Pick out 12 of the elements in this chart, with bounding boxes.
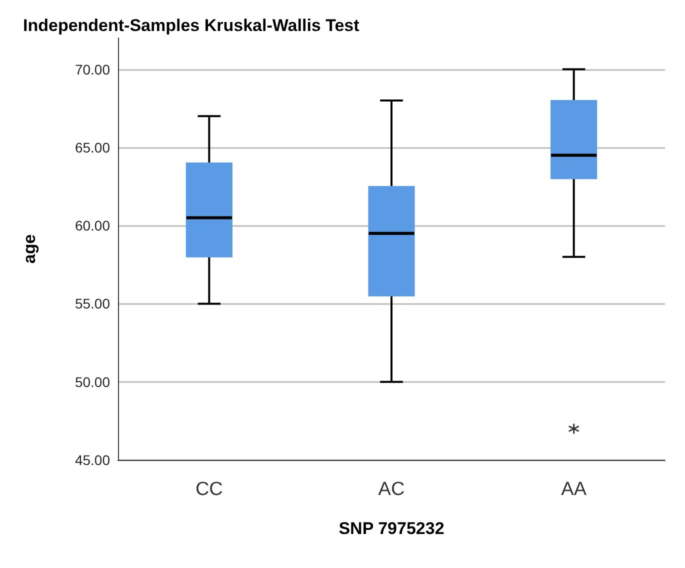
y-tick-label: 55.00 (74, 296, 110, 312)
x-axis-title: SNP 7975232 (338, 519, 444, 538)
x-tick-label: AA (561, 479, 587, 500)
x-tick-label: AC (378, 479, 405, 500)
y-tick-label: 45.00 (74, 452, 110, 468)
y-tick-label: 70.00 (74, 61, 110, 78)
chart-title: Independent-Samples Kruskal-Wallis Test (23, 16, 360, 35)
x-tick-label: CC (195, 479, 223, 500)
y-tick-label: 60.00 (74, 218, 110, 234)
y-tick-label: 50.00 (74, 374, 110, 390)
y-axis-title: age (20, 234, 39, 264)
y-tick-label: 65.00 (74, 139, 110, 156)
